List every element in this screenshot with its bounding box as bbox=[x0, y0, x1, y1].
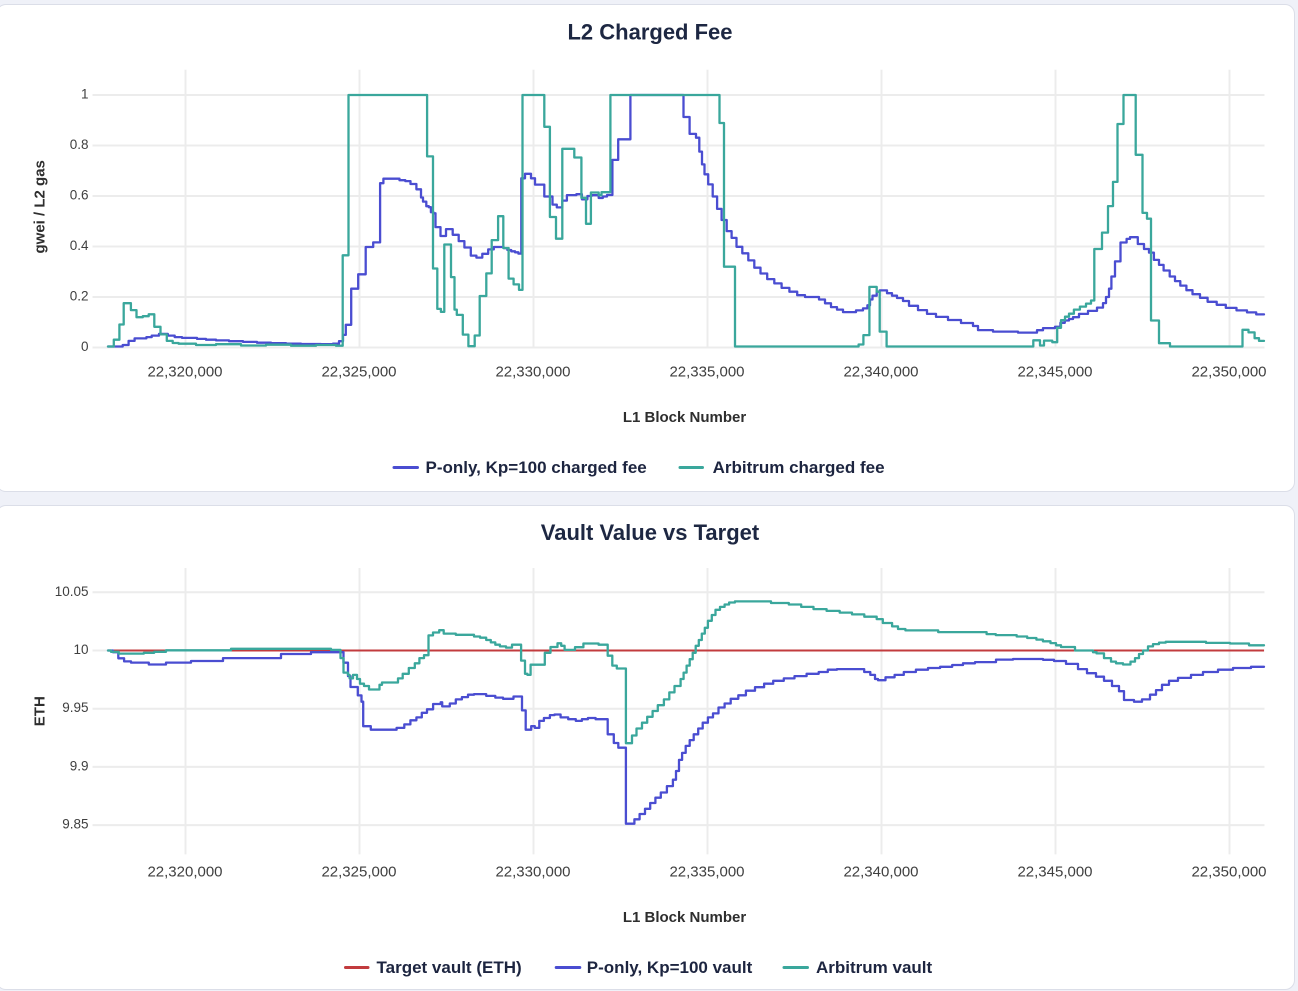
svg-text:22,345,000: 22,345,000 bbox=[1017, 363, 1092, 380]
svg-text:22,330,000: 22,330,000 bbox=[495, 363, 570, 380]
svg-text:22,350,000: 22,350,000 bbox=[1191, 363, 1266, 380]
svg-text:L1 Block Number: L1 Block Number bbox=[623, 409, 747, 426]
svg-text:22,340,000: 22,340,000 bbox=[843, 363, 918, 380]
svg-text:0: 0 bbox=[81, 339, 89, 354]
svg-text:L1 Block Number: L1 Block Number bbox=[623, 909, 747, 926]
svg-text:22,345,000: 22,345,000 bbox=[1017, 863, 1092, 880]
svg-text:0.4: 0.4 bbox=[70, 238, 89, 253]
svg-text:22,340,000: 22,340,000 bbox=[843, 863, 918, 880]
svg-text:L2 Charged Fee: L2 Charged Fee bbox=[567, 20, 732, 45]
svg-text:9.95: 9.95 bbox=[62, 700, 88, 715]
svg-text:22,335,000: 22,335,000 bbox=[669, 863, 744, 880]
svg-text:10: 10 bbox=[73, 642, 88, 657]
svg-text:0.6: 0.6 bbox=[70, 188, 89, 203]
svg-text:Target vault (ETH): Target vault (ETH) bbox=[377, 958, 522, 977]
svg-text:9.85: 9.85 bbox=[62, 817, 88, 832]
svg-text:P-only, Kp=100 vault: P-only, Kp=100 vault bbox=[587, 958, 753, 977]
svg-text:22,330,000: 22,330,000 bbox=[495, 863, 570, 880]
svg-text:1: 1 bbox=[81, 87, 89, 102]
svg-text:gwei / L2 gas: gwei / L2 gas bbox=[32, 160, 49, 253]
svg-text:10.05: 10.05 bbox=[55, 584, 89, 599]
svg-text:ETH: ETH bbox=[32, 696, 49, 726]
svg-text:22,335,000: 22,335,000 bbox=[669, 363, 744, 380]
svg-text:P-only, Kp=100 charged fee: P-only, Kp=100 charged fee bbox=[426, 458, 647, 477]
svg-text:22,325,000: 22,325,000 bbox=[321, 863, 396, 880]
svg-text:Vault Value vs Target: Vault Value vs Target bbox=[541, 520, 760, 545]
svg-text:Arbitrum charged fee: Arbitrum charged fee bbox=[713, 458, 885, 477]
svg-text:0.2: 0.2 bbox=[70, 289, 89, 304]
svg-text:22,350,000: 22,350,000 bbox=[1191, 863, 1266, 880]
svg-text:9.9: 9.9 bbox=[70, 758, 89, 773]
svg-text:22,320,000: 22,320,000 bbox=[147, 363, 222, 380]
svg-text:22,320,000: 22,320,000 bbox=[147, 863, 222, 880]
svg-text:0.8: 0.8 bbox=[70, 137, 89, 152]
svg-text:Arbitrum vault: Arbitrum vault bbox=[816, 958, 933, 977]
svg-text:22,325,000: 22,325,000 bbox=[321, 363, 396, 380]
